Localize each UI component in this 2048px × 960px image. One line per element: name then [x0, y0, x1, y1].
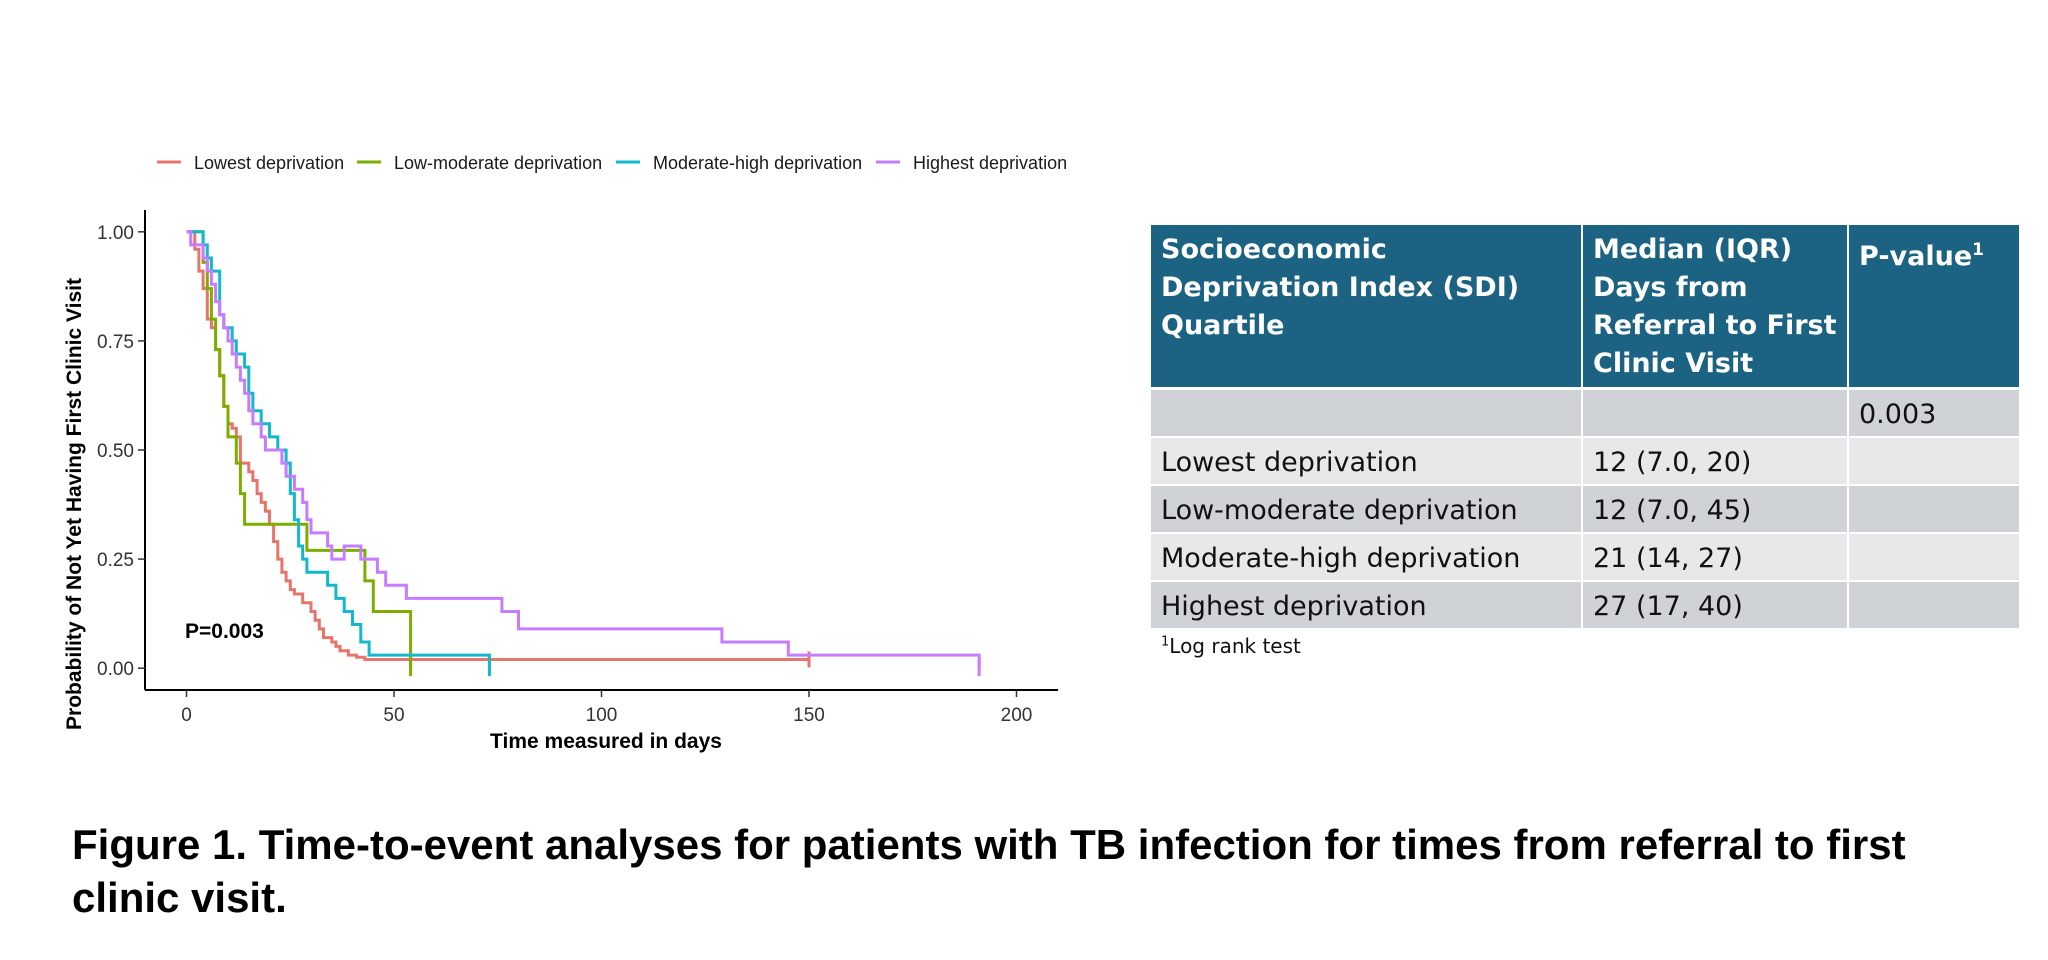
table-cell: [1848, 533, 2019, 582]
table-cell: [1151, 388, 1583, 438]
header-pvalue-text: P-value: [1859, 241, 1973, 272]
p-value-annotation: P=0.003: [185, 620, 264, 643]
y-tick-label: 1.00: [97, 223, 134, 244]
chart-axes: 0.00 0.25 0.50 0.75 1.00 0 50 100 150 200: [97, 210, 1058, 726]
footnote-mark: 1: [1161, 634, 1170, 650]
figure-caption: Figure 1. Time-to-event analyses for pat…: [72, 821, 1906, 921]
plot-series-group: [186, 230, 981, 677]
header-sdi-text: Socioeconomic Deprivation Index (SDI) Qu…: [1161, 234, 1520, 341]
table-cell: 21 (14, 27): [1582, 533, 1849, 582]
table-cell: [1582, 388, 1849, 438]
table-cell: 0.003: [1848, 388, 2019, 438]
legend-label-1: Lowest deprivation: [194, 153, 344, 173]
km-survival-chart: Lowest deprivation Low-moderate deprivati…: [63, 153, 1067, 753]
chart-legend: Lowest deprivation Low-moderate deprivati…: [157, 153, 1067, 173]
y-tick-label: 0.00: [97, 659, 134, 680]
table-cell: Low-moderate deprivation: [1151, 485, 1583, 534]
legend-label-3: Moderate-high deprivation: [653, 153, 862, 173]
y-tick-label: 0.25: [97, 550, 134, 571]
median-days-table: Socioeconomic Deprivation Index (SDI) Qu…: [1151, 225, 2019, 630]
table-cell: 12 (7.0, 45): [1582, 485, 1849, 534]
x-tick-label: 50: [383, 705, 404, 726]
y-tick-label: 0.75: [97, 332, 134, 353]
table-cell: 27 (17, 40): [1582, 581, 1849, 630]
header-sdi-quartile: Socioeconomic Deprivation Index (SDI) Qu…: [1151, 225, 1583, 390]
x-tick-label: 200: [1001, 705, 1033, 726]
footnote-text: Log rank test: [1169, 634, 1301, 658]
series-line-4: [186, 230, 981, 669]
table-header-row: Socioeconomic Deprivation Index (SDI) Qu…: [1151, 225, 2019, 390]
legend-label-2: Low-moderate deprivation: [394, 153, 602, 173]
table-cell: Moderate-high deprivation: [1151, 533, 1583, 582]
table-cell: Lowest deprivation: [1151, 437, 1583, 486]
table-row: Moderate-high deprivation 21 (14, 27): [1151, 533, 2019, 582]
table-cell: Highest deprivation: [1151, 581, 1583, 630]
table-cell: [1848, 485, 2019, 534]
table-cell: [1848, 581, 2019, 630]
header-median-days: Median (IQR) Days from Referral to First…: [1582, 225, 1849, 390]
table-cell: 12 (7.0, 20): [1582, 437, 1849, 486]
y-tick-label: 0.50: [97, 441, 134, 462]
table-footnote: 1Log rank test: [1161, 634, 1301, 658]
x-tick-label: 150: [793, 705, 825, 726]
x-axis-title: Time measured in days: [490, 730, 722, 753]
series-line-2: [186, 230, 413, 669]
legend-label-4: Highest deprivation: [913, 153, 1067, 173]
table-row: Low-moderate deprivation 12 (7.0, 45): [1151, 485, 2019, 534]
series-line-3: [186, 230, 491, 669]
header-median-text: Median (IQR) Days from Referral to First…: [1593, 234, 1837, 379]
table-row: Highest deprivation 27 (17, 40): [1151, 581, 2019, 630]
header-p-value: P-value1: [1848, 225, 2019, 390]
table-row: Lowest deprivation 12 (7.0, 20): [1151, 437, 2019, 486]
y-axis-title: Probability of Not Yet Having First Clin…: [63, 278, 86, 730]
x-tick-label: 0: [181, 705, 192, 726]
series-line-1: [186, 230, 809, 661]
x-tick-label: 100: [586, 705, 618, 726]
pvalue-footnote-mark: 1: [1972, 240, 1984, 260]
table-cell: [1848, 437, 2019, 486]
table-row: 0.003: [1151, 388, 2019, 438]
